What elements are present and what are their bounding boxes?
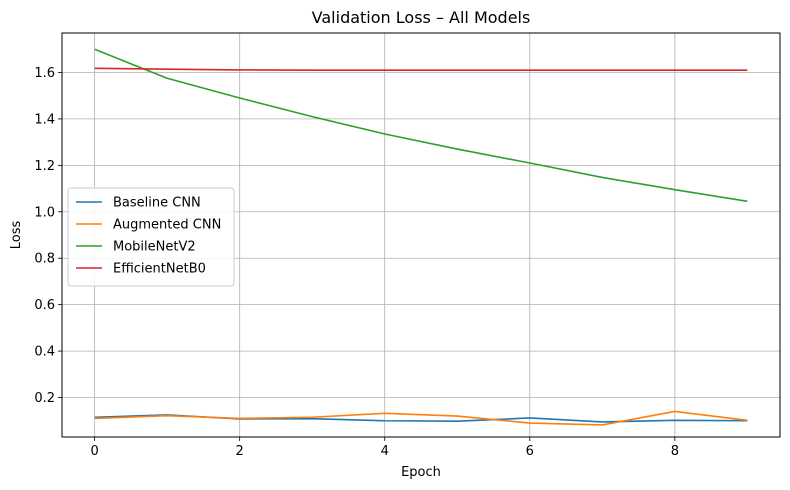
series-line-3	[94, 67, 748, 71]
y-tick-label: 0.8	[34, 252, 55, 267]
legend: Baseline CNN Augmented CNN MobileNetV2 Effi…	[67, 187, 235, 287]
legend-label: MobileNetV2	[113, 240, 196, 255]
x-tick-label: 4	[381, 444, 389, 459]
y-tick-label: 1.0	[34, 205, 55, 220]
y-tick-label: 1.4	[34, 112, 55, 127]
legend-label: Augmented CNN	[113, 218, 221, 233]
y-tick-label: 0.6	[34, 298, 55, 313]
y-tick-label: 0.4	[34, 345, 55, 360]
series-line-2	[94, 48, 748, 203]
y-axis-ticks: 0.2 0.4 0.6 0.8 1.0 1.2 1.4 1.6	[34, 66, 62, 406]
legend-label: EfficientNetB0	[113, 262, 206, 277]
x-tick-label: 0	[90, 444, 98, 459]
y-tick-label: 1.6	[34, 66, 55, 81]
x-axis-title: Epoch	[401, 465, 441, 480]
legend-label: Baseline CNN	[113, 196, 201, 211]
series-line-1	[94, 410, 748, 426]
x-axis-ticks: 0 2 4 6 8	[90, 437, 679, 459]
x-tick-label: 2	[236, 444, 244, 459]
x-tick-label: 6	[526, 444, 534, 459]
y-tick-label: 1.2	[34, 159, 55, 174]
y-axis-title: Loss	[9, 221, 24, 250]
legend-box	[67, 187, 235, 287]
chart-title: Validation Loss – All Models	[312, 8, 531, 27]
plot-frame	[61, 32, 781, 438]
series-lines	[94, 48, 748, 426]
x-tick-label: 8	[671, 444, 679, 459]
y-tick-label: 0.2	[34, 391, 55, 406]
